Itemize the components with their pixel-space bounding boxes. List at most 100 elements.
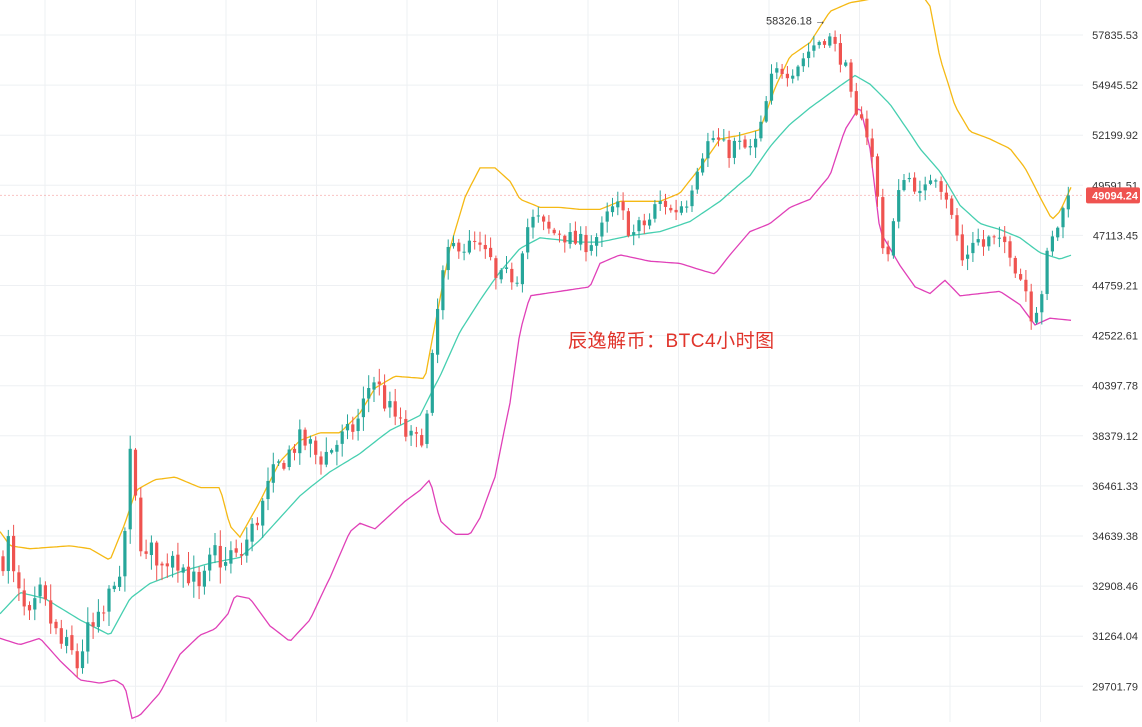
candle-down <box>155 542 159 566</box>
candle-up <box>504 267 509 269</box>
candle-down <box>27 605 32 611</box>
candle-up <box>679 206 683 213</box>
candle-up <box>33 598 37 610</box>
candle-up <box>701 158 705 173</box>
candle-down <box>255 522 259 526</box>
candle-up <box>748 146 752 148</box>
candle-up <box>653 204 657 219</box>
candle-down <box>133 449 138 496</box>
candle-up <box>446 246 450 271</box>
candle-up <box>462 251 466 253</box>
candle-up <box>711 138 715 141</box>
price-tick-label: 57835.53 <box>1092 30 1138 42</box>
candle-up <box>245 539 249 556</box>
candle-down <box>1029 291 1033 322</box>
candle-down <box>176 554 180 571</box>
candle-up <box>208 554 212 571</box>
candle-down <box>860 114 864 119</box>
candle-down <box>165 563 169 567</box>
candle-up <box>769 73 774 101</box>
candle-up <box>425 413 429 444</box>
candle-up <box>520 253 524 285</box>
candle-up <box>579 233 583 245</box>
candle-up <box>791 75 795 79</box>
candle-down <box>716 137 721 140</box>
candle-down <box>494 258 498 278</box>
chart-watermark: 辰逸解币：BTC4小时图 <box>568 331 775 352</box>
candle-up <box>1061 208 1065 228</box>
candle-up <box>266 480 270 500</box>
candle-up <box>1056 227 1060 238</box>
candle-up <box>807 51 811 59</box>
candle-up <box>764 101 768 122</box>
candle-up <box>1045 250 1049 294</box>
candle-up <box>897 190 901 222</box>
candle-down <box>239 554 244 556</box>
candle-up <box>907 177 911 180</box>
price-tick-label: 42522.61 <box>1092 331 1138 343</box>
candle-up <box>436 308 440 355</box>
candle-down <box>875 156 880 197</box>
candle-up <box>732 140 736 158</box>
candle-up <box>934 180 938 182</box>
candle-up <box>971 242 975 254</box>
candle-up <box>324 451 328 465</box>
candle-down <box>950 198 954 215</box>
candle-up <box>902 180 906 191</box>
candle-up <box>499 270 503 280</box>
middle-band-line <box>0 74 1072 635</box>
candle-down <box>144 551 148 554</box>
candle-up <box>515 282 519 284</box>
candle-up <box>277 461 281 463</box>
candle-down <box>854 91 858 115</box>
candle-down <box>234 548 238 553</box>
candle-up <box>330 450 334 453</box>
price-tick-label: 44759.21 <box>1092 281 1138 293</box>
candle-up <box>600 222 604 237</box>
candle-down <box>1024 279 1028 292</box>
last-price-marker: 49094.24 <box>0 187 1140 204</box>
candle-up <box>526 227 530 253</box>
candle-up <box>796 66 800 77</box>
candle-up <box>536 215 540 217</box>
candle-up <box>987 236 991 247</box>
candle-up <box>467 240 471 253</box>
candle-up <box>261 500 265 526</box>
candle-down <box>102 612 106 614</box>
candle-down <box>870 138 874 157</box>
candle-up <box>844 62 848 66</box>
candle-up <box>451 242 456 247</box>
candle-down <box>642 220 646 226</box>
candle-down <box>557 233 562 235</box>
candle-up <box>918 190 922 194</box>
price-tick-label: 31264.04 <box>1092 631 1138 643</box>
candle-down <box>414 432 418 434</box>
upper-band-line <box>0 0 1072 560</box>
candle-down <box>822 41 827 45</box>
candle-up <box>616 201 620 208</box>
candle-up <box>229 550 233 564</box>
price-tick-label: 38379.12 <box>1092 431 1138 443</box>
candle-up <box>96 611 100 627</box>
candle-up <box>923 184 927 191</box>
candle-up <box>202 570 206 587</box>
candle-down <box>913 177 917 192</box>
candle-down <box>944 192 948 200</box>
candle-down <box>383 385 387 409</box>
candle-up <box>690 190 694 207</box>
candle-down <box>314 440 318 455</box>
candle-up <box>1066 195 1070 210</box>
candle-up <box>361 398 365 418</box>
candle-up <box>112 585 116 590</box>
candle-down <box>785 73 789 79</box>
candle-down <box>886 246 890 255</box>
candle-up <box>997 237 1001 239</box>
candle-up <box>754 138 758 148</box>
candle-up <box>6 536 10 572</box>
candle-up <box>430 352 434 413</box>
price-tick-label: 54945.52 <box>1092 80 1138 92</box>
candle-up <box>128 448 132 530</box>
candle-up <box>181 567 185 573</box>
